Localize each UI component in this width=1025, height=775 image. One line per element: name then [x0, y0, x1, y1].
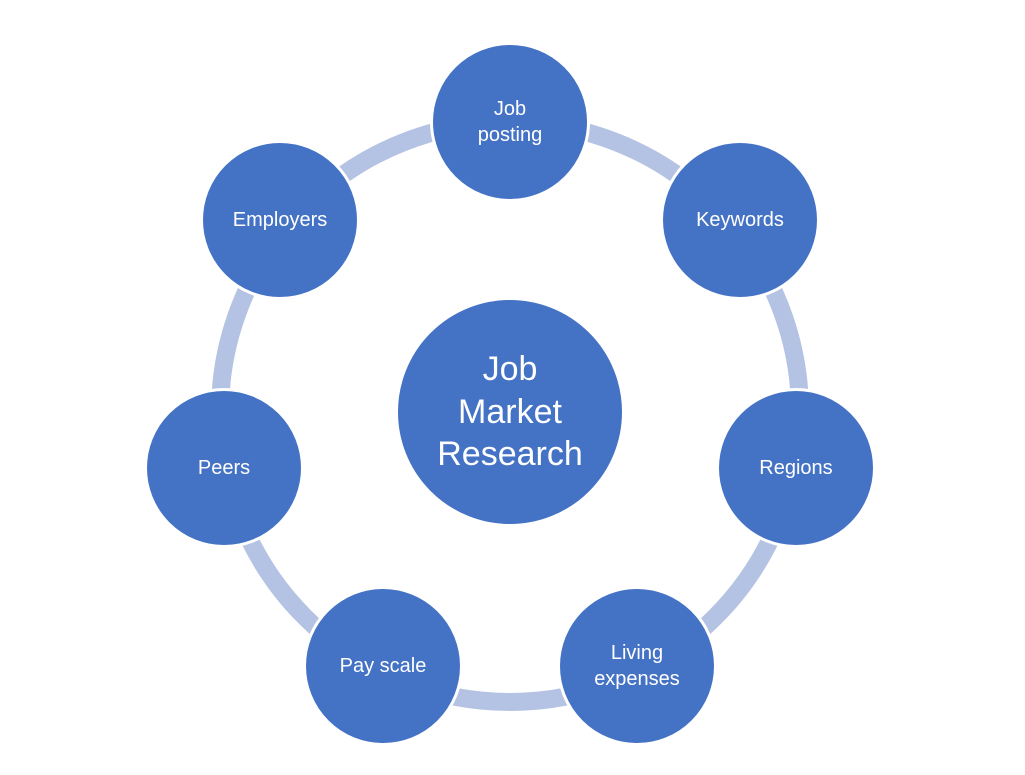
node-regions[interactable]: Regions	[716, 388, 876, 548]
node-label: Job posting	[477, 98, 543, 146]
node-job-posting[interactable]: Job posting	[430, 42, 590, 202]
node-label: Pay scale	[339, 655, 427, 677]
node-living-expenses[interactable]: Living expenses	[557, 586, 717, 746]
node-label: Living expenses	[594, 642, 680, 690]
center-node-label: Job Market Research	[437, 350, 583, 474]
node-pay-scale[interactable]: Pay scale	[303, 586, 463, 746]
center-node-job-market-research[interactable]: Job Market Research	[395, 297, 625, 527]
node-label: Keywords	[696, 209, 784, 231]
node-peers[interactable]: Peers	[144, 388, 304, 548]
node-employers[interactable]: Employers	[200, 140, 360, 300]
node-label: Regions	[759, 457, 833, 479]
node-label: Peers	[197, 457, 251, 479]
node-keywords[interactable]: Keywords	[660, 140, 820, 300]
node-label: Employers	[232, 209, 328, 231]
